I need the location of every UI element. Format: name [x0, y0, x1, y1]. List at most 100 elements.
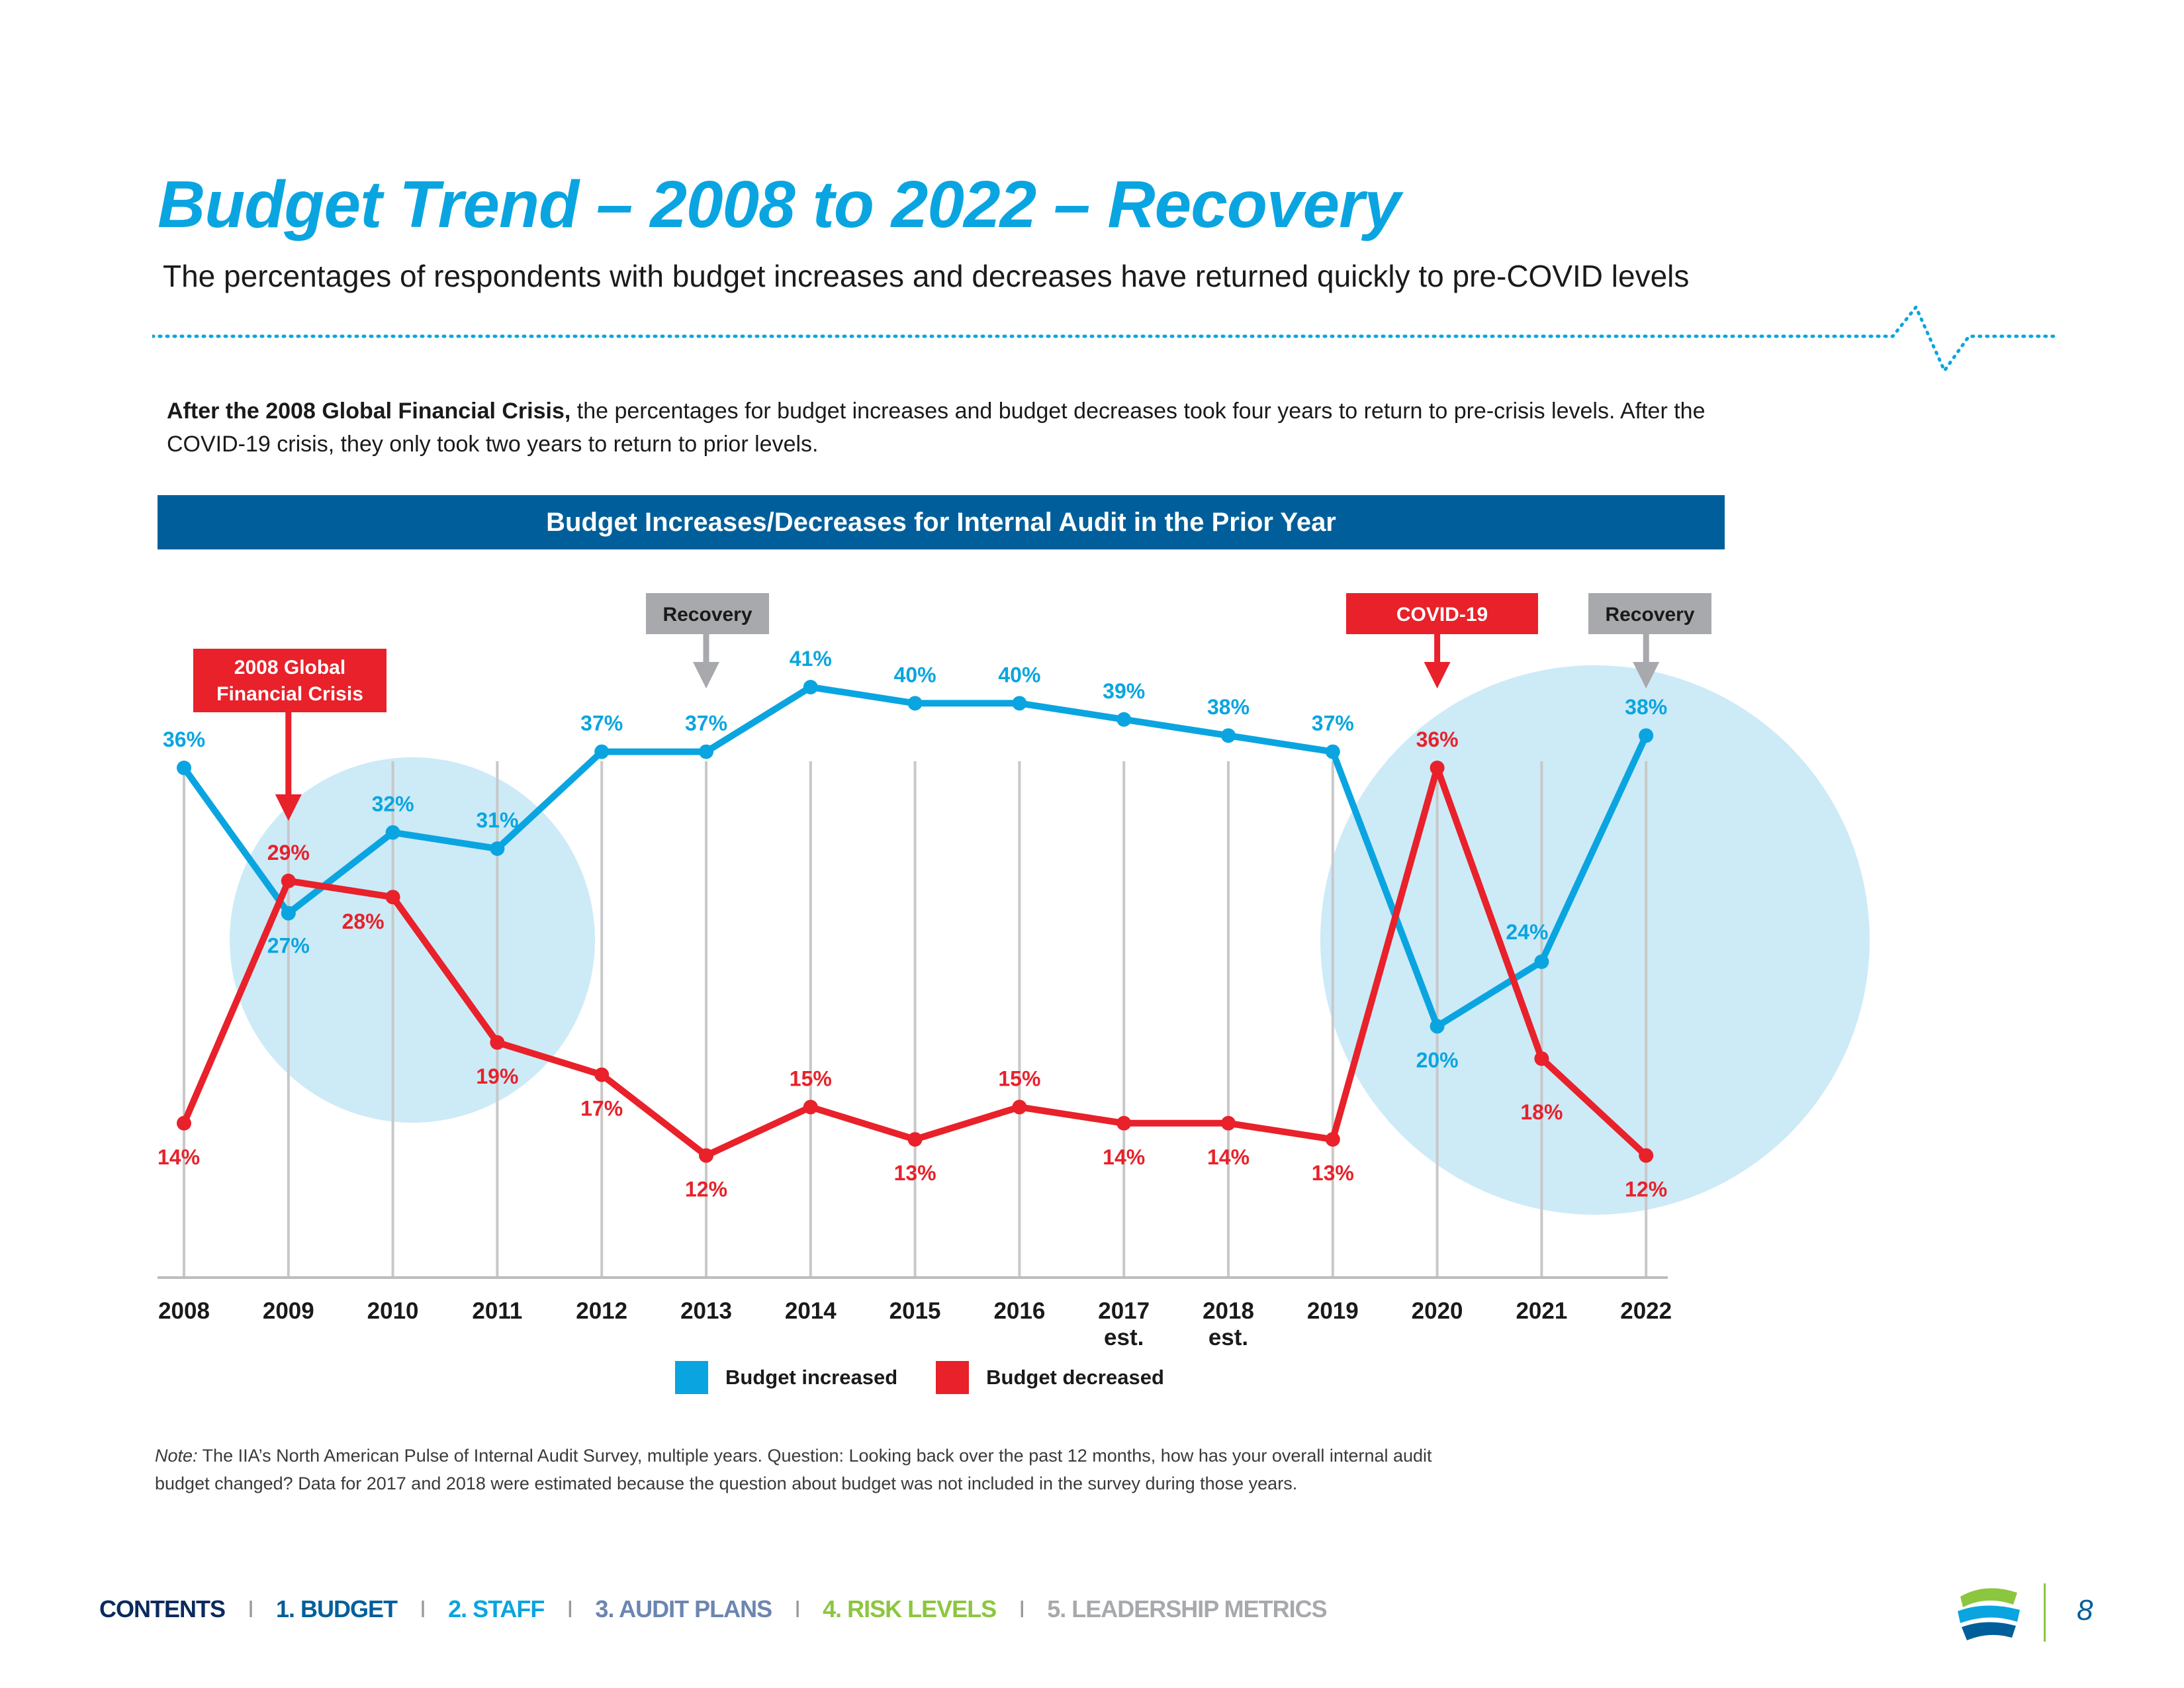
series-lines	[177, 680, 1654, 1163]
data-label-increased: 40%	[998, 663, 1040, 686]
data-label-decreased: 36%	[1416, 727, 1459, 751]
data-point-decreased	[385, 890, 400, 905]
legend-item-decreased: Budget decreased	[936, 1361, 1164, 1394]
footer-link-contents[interactable]: CONTENTS	[99, 1595, 226, 1622]
chart-note: Note: The IIA’s North American Pulse of …	[155, 1442, 1479, 1497]
footer-link-staff[interactable]: 2. STAFF	[448, 1595, 545, 1622]
data-label-increased: 36%	[163, 727, 205, 751]
annotation-label-line: Financial Crisis	[216, 683, 363, 705]
footer-separator: I	[420, 1595, 426, 1622]
data-point-decreased	[177, 1115, 191, 1131]
annotation-box	[1346, 593, 1538, 634]
data-label-decreased: 19%	[476, 1064, 518, 1088]
data-point-decreased	[1221, 1115, 1236, 1131]
data-point-decreased	[1534, 1051, 1549, 1066]
footer-nav: CONTENTS I 1. BUDGET I 2. STAFF I 3. AUD…	[99, 1595, 1328, 1623]
legend-item-increased: Budget increased	[675, 1361, 897, 1394]
footer-link-audit-plans[interactable]: 3. AUDIT PLANS	[595, 1595, 772, 1622]
data-label-decreased: 13%	[894, 1161, 936, 1185]
x-tick-label-line: 2015	[889, 1298, 941, 1324]
data-point-increased	[803, 680, 818, 694]
data-label-increased: 40%	[894, 663, 936, 686]
x-tick-label: 2021	[1516, 1298, 1567, 1324]
data-labels: 36% 27% 32% 31% 37% 37% 41% 40% 40% 39% 38% 37% 20% 2…	[158, 647, 1667, 1201]
data-label-increased: 37%	[685, 712, 727, 735]
x-tick-label: 2018 est.	[1203, 1298, 1254, 1350]
annotation-label: 2008 Global Financial Crisis	[216, 657, 363, 705]
data-point-increased	[1639, 728, 1654, 743]
note-label: Note:	[155, 1446, 198, 1466]
page-subtitle: The percentages of respondents with budg…	[163, 259, 1690, 293]
annotation-label: Recovery	[1605, 604, 1694, 626]
x-tick-label-line: 2009	[263, 1298, 314, 1324]
data-point-increased	[177, 761, 191, 775]
intro-text: the percentages for budget increases and…	[167, 399, 1706, 457]
data-label-decreased: 13%	[1312, 1161, 1354, 1185]
data-label-increased: 31%	[476, 808, 518, 832]
data-point-increased	[907, 696, 923, 711]
x-tick-label: 2008	[158, 1298, 210, 1324]
dotted-divider	[152, 304, 2060, 375]
data-point-increased	[1012, 696, 1027, 711]
annotation-label-line: COVID-19	[1396, 604, 1488, 626]
data-point-increased	[1325, 744, 1340, 759]
annotation-arrow-head	[1633, 662, 1660, 688]
x-tick-label: 2017 est.	[1098, 1298, 1150, 1350]
gridlines	[183, 761, 1648, 1276]
iia-logo-icon	[1958, 1588, 2020, 1640]
data-point-decreased	[699, 1148, 713, 1163]
footer-link-budget[interactable]: 1. BUDGET	[276, 1595, 398, 1622]
annotation-arrow-head	[275, 794, 302, 821]
data-point-increased	[1221, 728, 1236, 743]
x-tick-label-line: est.	[1208, 1325, 1248, 1350]
chart-legend: Budget increased Budget decreased	[675, 1361, 1203, 1394]
data-label-decreased: 15%	[998, 1066, 1040, 1090]
x-tick-label: 2010	[367, 1298, 419, 1324]
footer-link-risk-levels[interactable]: 4. RISK LEVELS	[823, 1595, 997, 1622]
page-number: 8	[2077, 1594, 2093, 1626]
data-point-decreased	[907, 1132, 923, 1147]
data-point-increased	[1430, 1019, 1445, 1034]
footer-separator: I	[567, 1595, 573, 1622]
data-label-increased: 37%	[580, 712, 623, 735]
data-label-decreased: 12%	[1625, 1178, 1667, 1201]
annotation-label: COVID-19	[1396, 604, 1488, 626]
annotation-arrow-head	[1424, 662, 1451, 688]
data-point-increased	[1534, 954, 1549, 969]
data-point-decreased	[1430, 761, 1445, 775]
data-label-decreased: 17%	[580, 1097, 623, 1121]
footer-link-leadership-metrics[interactable]: 5. LEADERSHIP METRICS	[1047, 1595, 1327, 1622]
x-tick-label-line: 2008	[158, 1298, 210, 1324]
data-label-increased: 41%	[790, 647, 832, 671]
data-point-increased	[594, 744, 610, 759]
legend-label-decreased: Budget decreased	[986, 1366, 1164, 1389]
x-tick-label: 2019	[1307, 1298, 1359, 1324]
annotation-label-line: 2008 Global	[234, 657, 345, 679]
x-tick-label-line: 2022	[1620, 1298, 1672, 1324]
data-point-increased	[281, 906, 296, 921]
intro-bold: After the 2008 Global Financial Crisis,	[167, 399, 571, 424]
data-label-increased: 38%	[1207, 695, 1250, 719]
data-point-decreased	[803, 1100, 818, 1115]
x-tick-label-line: 2021	[1516, 1298, 1567, 1324]
page-title: Budget Trend – 2008 to 2022 – Recovery	[158, 167, 1401, 242]
x-tick-label: 2020	[1412, 1298, 1463, 1324]
footer-separator: I	[248, 1595, 254, 1622]
annotation-box	[646, 593, 769, 634]
data-point-increased	[1116, 712, 1132, 727]
annotation-label-line: Recovery	[1605, 604, 1694, 626]
data-point-decreased	[281, 873, 296, 888]
data-point-decreased	[1116, 1115, 1132, 1131]
data-label-increased: 32%	[372, 792, 414, 816]
data-point-decreased	[1325, 1132, 1340, 1147]
data-point-decreased	[594, 1067, 610, 1082]
legend-swatch-increased	[675, 1361, 708, 1394]
highlight-circle-covid	[1320, 665, 1870, 1215]
x-tick-label-line: 2016	[993, 1298, 1045, 1324]
x-tick-label-line: 2011	[472, 1298, 522, 1324]
data-label-increased: 20%	[1416, 1048, 1459, 1072]
x-tick-label-line: 2013	[680, 1298, 732, 1324]
data-label-decreased: 15%	[790, 1066, 832, 1090]
legend-label-increased: Budget increased	[725, 1366, 898, 1389]
